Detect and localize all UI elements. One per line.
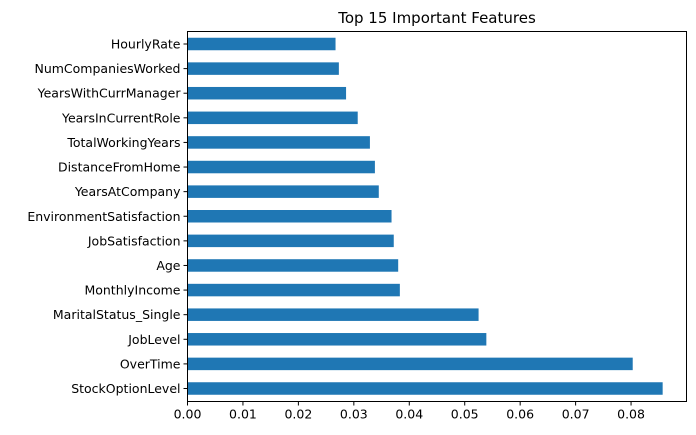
bar-years-at-company xyxy=(187,185,379,198)
y-tick-label-environment-satisfaction: EnvironmentSatisfaction xyxy=(27,209,180,224)
y-tick-label-years-with-curr-manager: YearsWithCurrManager xyxy=(37,86,182,101)
y-tick-label-total-working-years: TotalWorkingYears xyxy=(66,135,180,150)
bar-monthly-income xyxy=(187,283,400,297)
y-tick-label-years-at-company: YearsAtCompany xyxy=(74,184,181,199)
y-tick-label-hourly-rate: HourlyRate xyxy=(111,37,181,52)
y-tick-label-age: Age xyxy=(156,258,180,273)
bar-marital-status-single xyxy=(187,308,479,321)
bar-hourly-rate xyxy=(187,37,336,51)
x-tick-label: 0.07 xyxy=(562,407,590,422)
bar-stock-option-level xyxy=(187,382,663,395)
y-tick-label-monthly-income: MonthlyIncome xyxy=(84,283,180,298)
bars-group xyxy=(187,37,663,395)
y-tick-label-job-satisfaction: JobSatisfaction xyxy=(87,233,181,248)
bar-job-satisfaction xyxy=(187,234,394,248)
y-axis-ticks: StockOptionLevel OverTime JobLevel MaritalS… xyxy=(27,37,188,396)
x-tick-label: 0.04 xyxy=(395,407,423,422)
bar-over-time xyxy=(187,357,633,371)
x-tick-label: 0.00 xyxy=(174,407,202,422)
x-axis-ticks: 0.00 0.01 0.02 0.03 0.04 0.05 0.06 0.07 0.08 xyxy=(174,401,645,422)
x-tick-label: 0.05 xyxy=(451,407,479,422)
x-tick-label: 0.03 xyxy=(340,407,368,422)
bar-years-in-current-role xyxy=(187,111,358,125)
y-tick-label-marital-status-single: MaritalStatus_Single xyxy=(53,307,181,322)
y-tick-label-num-companies-worked: NumCompaniesWorked xyxy=(34,61,180,76)
x-tick-label: 0.01 xyxy=(229,407,257,422)
bar-years-with-curr-manager xyxy=(187,86,347,100)
y-tick-label-distance-from-home: DistanceFromHome xyxy=(58,160,181,175)
y-tick-label-job-level: JobLevel xyxy=(127,332,180,347)
y-tick-label-stock-option-level: StockOptionLevel xyxy=(71,381,180,396)
x-tick-label: 0.06 xyxy=(506,407,534,422)
chart-title: Top 15 Important Features xyxy=(337,9,536,27)
plot-frame xyxy=(187,31,687,402)
bar-job-level xyxy=(187,333,487,346)
y-tick-label-over-time: OverTime xyxy=(120,356,181,371)
x-tick-label: 0.02 xyxy=(284,407,312,422)
bar-environment-satisfaction xyxy=(187,210,392,223)
x-tick-label: 0.08 xyxy=(617,407,645,422)
bar-total-working-years xyxy=(187,136,370,149)
bar-num-companies-worked xyxy=(187,62,339,75)
y-tick-label-years-in-current-role: YearsInCurrentRole xyxy=(61,110,181,125)
bar-distance-from-home xyxy=(187,160,375,174)
bar-age xyxy=(187,259,399,272)
